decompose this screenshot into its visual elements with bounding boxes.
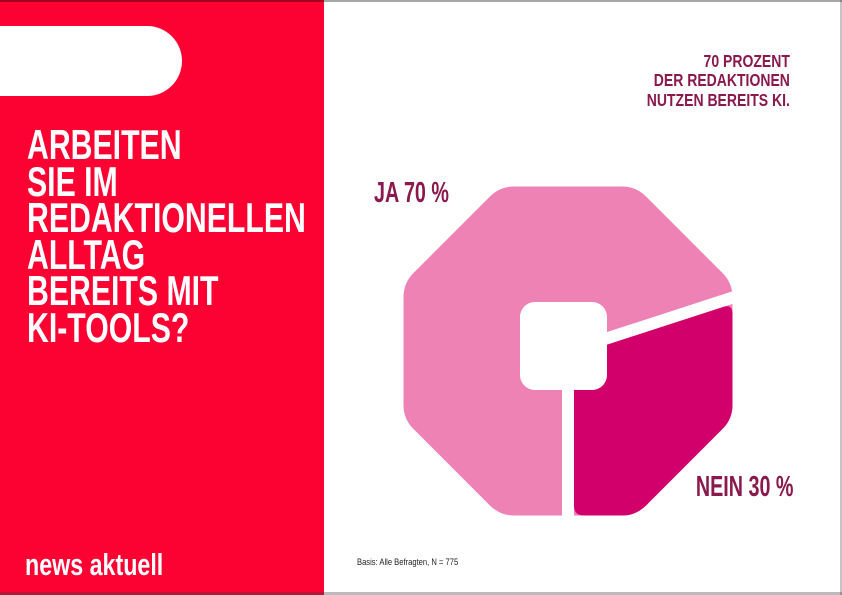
headline-line: REDAKTIONELLEN [27,194,306,242]
segment-label-nein: NEIN 30 % [695,471,793,503]
window-border-bottom [0,592,842,595]
logo-pill-placeholder [0,26,182,96]
headline-line: KI-TOOLS? [27,303,190,351]
headline-line: ALLTAG [27,230,146,278]
stat-callout: 70 PROZENT DER REDAKTIONEN NUTZEN BEREIT… [646,51,790,110]
window-border-right [840,0,842,595]
window-border-top [0,0,842,2]
brand-wordmark: news aktuell [25,547,164,582]
headline-line: BEREITS MIT [27,267,219,315]
headline-line: SIE IM [27,157,118,205]
chart-center-hole [520,302,607,390]
headline-line: ARBEITEN [27,121,182,168]
question-headline: ARBEITEN SIE IM REDAKTIONELLEN ALLTAG BE… [27,121,306,351]
segment-label-ja: JA 70 % [374,177,449,209]
stat-callout-line: DER REDAKTIONEN [653,70,790,91]
chart-segment-nein [574,306,733,516]
stat-callout-line: NUTZEN BEREITS KI. [646,89,790,110]
question-panel: ARBEITEN SIE IM REDAKTIONELLEN ALLTAG BE… [0,0,324,595]
stat-callout-line: 70 PROZENT [703,51,790,71]
sample-note: Basis: Alle Befragten, N = 775 [357,557,459,568]
